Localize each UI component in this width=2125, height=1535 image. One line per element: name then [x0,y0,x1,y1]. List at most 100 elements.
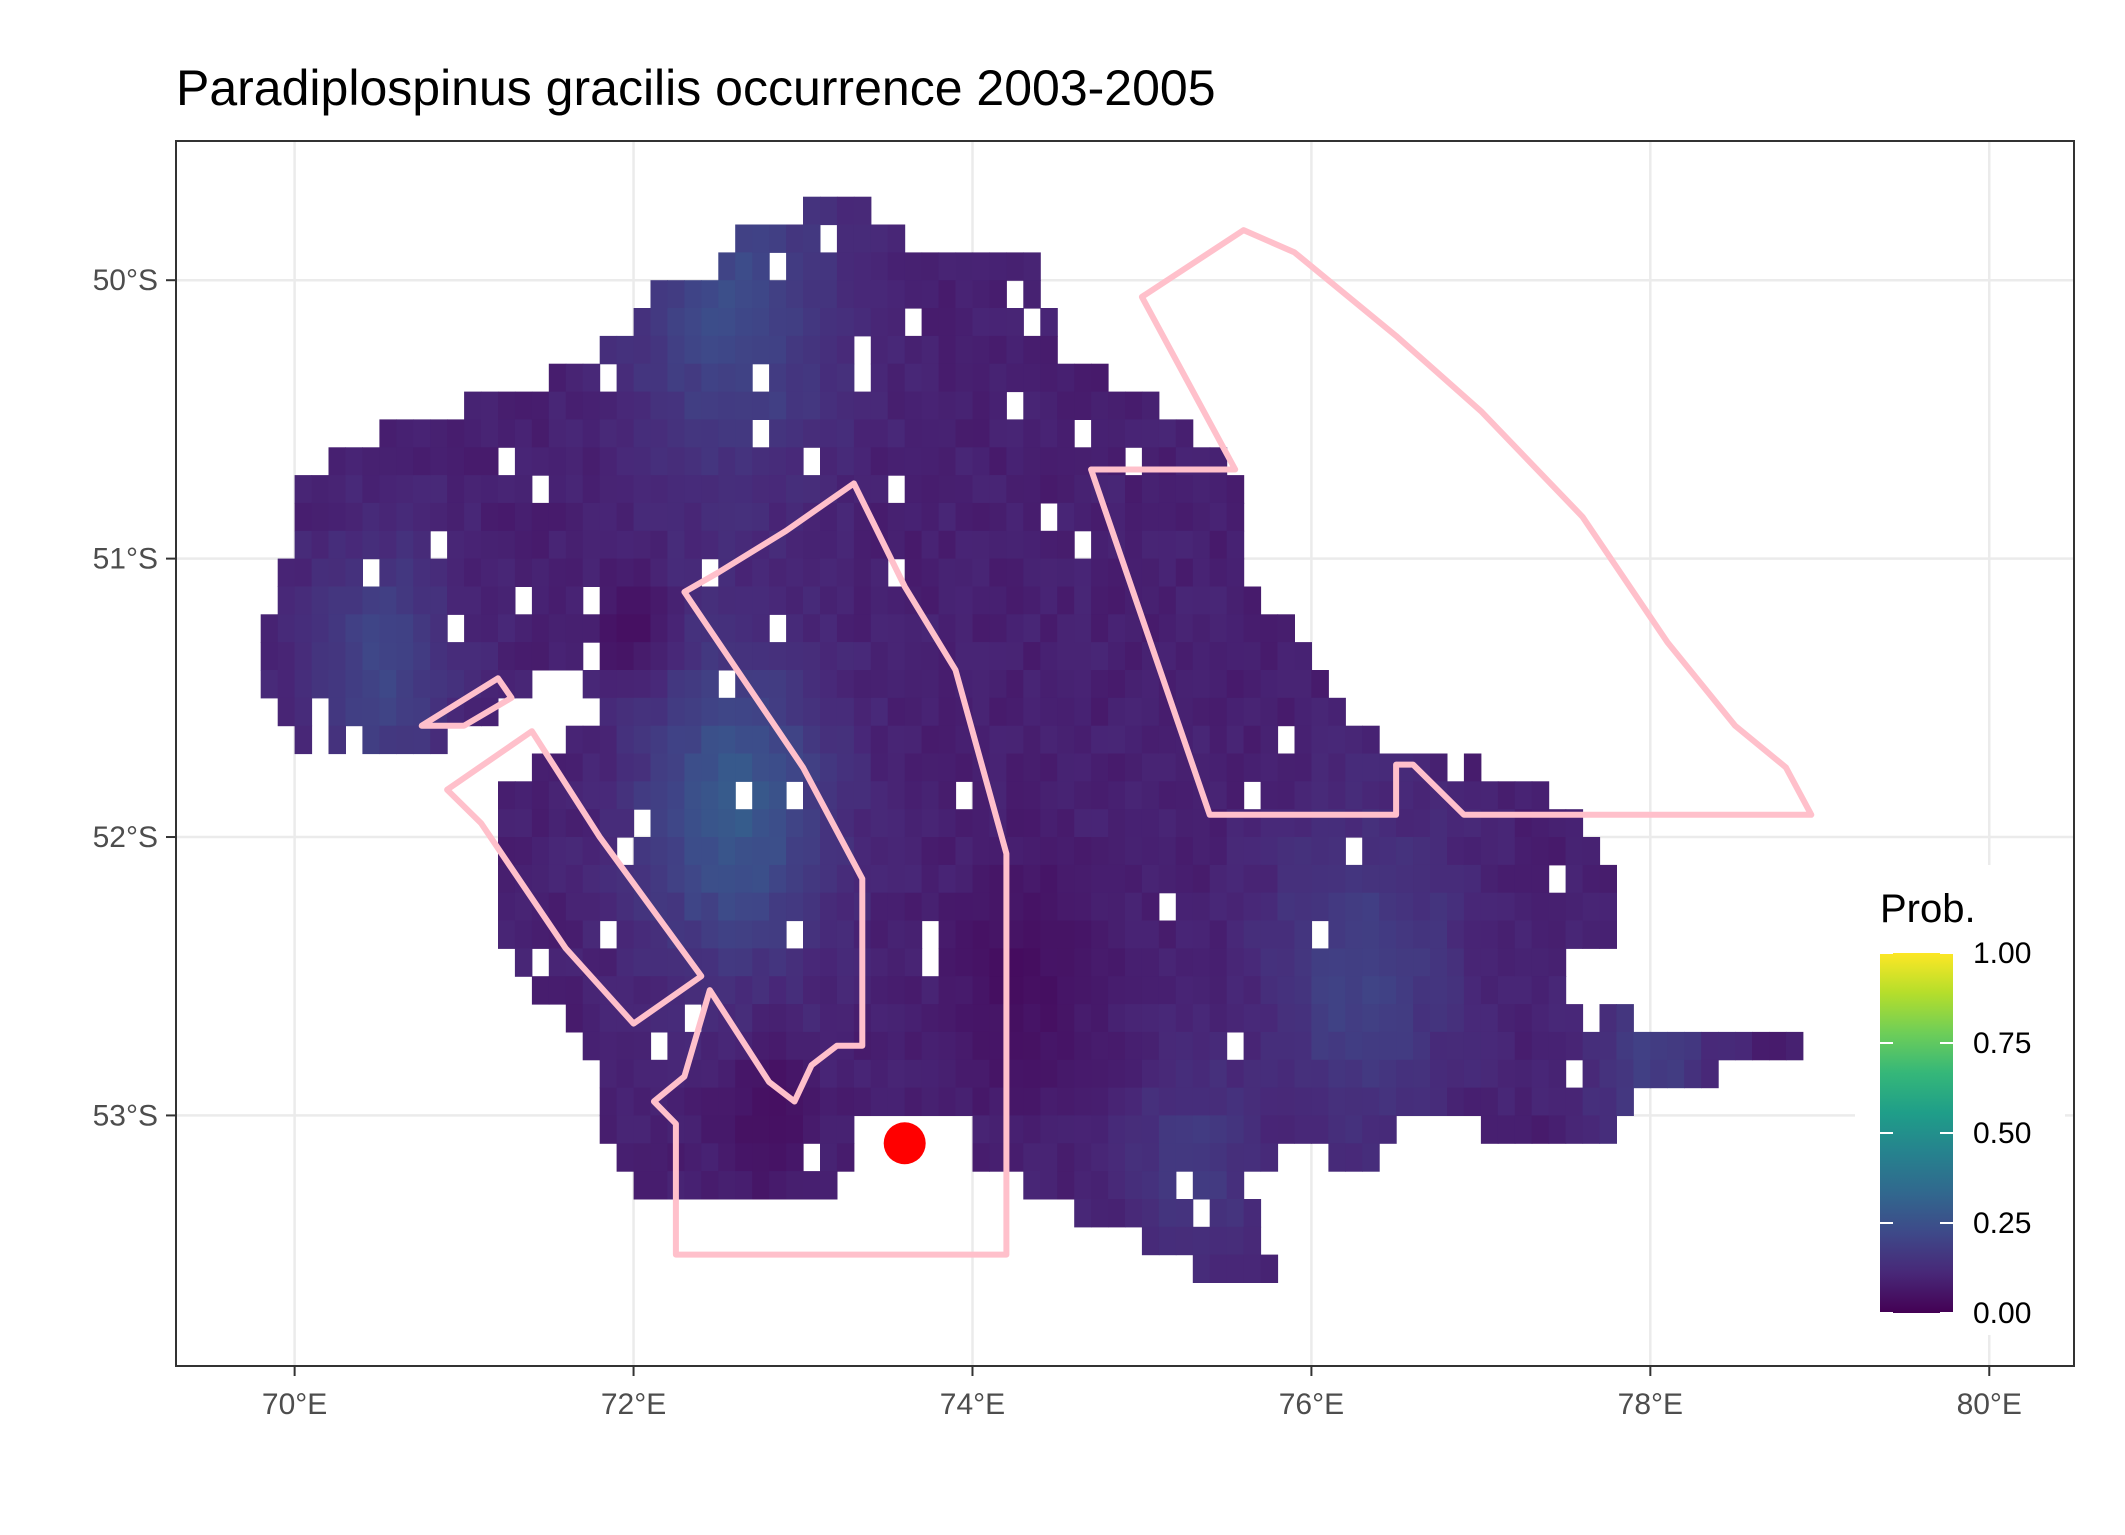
raster-cell [1243,1143,1262,1172]
raster-cell [1209,586,1228,615]
raster-cell [1125,864,1143,894]
raster-cell [582,614,601,643]
raster-cell [548,363,567,393]
raster-cell [1023,419,1041,448]
x-tick-label: 70°E [262,1388,327,1421]
raster-cell [836,809,855,838]
raster-cell [1091,809,1109,838]
raster-cell [1192,697,1211,727]
raster-cell [904,475,923,504]
raster-cell [955,920,973,949]
raster-cell [887,1031,906,1061]
raster-cell [1362,753,1380,782]
raster-cell [1430,837,1448,866]
raster-cell [1091,1143,1109,1172]
raster-cell [836,280,855,309]
raster-cell [396,614,414,643]
raster-cell [887,725,906,755]
raster-cell [786,976,804,1005]
raster-cell [616,642,635,671]
raster-cell [718,920,736,949]
raster-cell [938,809,957,838]
raster-cell [803,196,821,226]
raster-cell [1023,475,1041,504]
raster-cell [1057,1143,1075,1172]
raster-cell [616,1087,635,1116]
raster-cell [803,864,821,894]
raster-cell [989,586,1007,615]
raster-cell [701,697,719,727]
raster-cell [633,447,652,476]
raster-cell [1108,725,1126,755]
raster-cell [1108,1059,1126,1089]
raster-cell [1040,614,1058,643]
raster-cell [599,530,618,560]
raster-cell [599,614,618,643]
raster-cell [735,419,753,448]
raster-cell [684,614,702,643]
raster-cell [1057,1004,1075,1033]
raster-cell [1599,892,1617,922]
raster-cell [1141,725,1160,755]
raster-cell [887,976,906,1005]
raster-cell [701,920,719,949]
raster-cell [1023,447,1041,476]
raster-cell [1243,1199,1262,1228]
raster-cell [955,837,973,866]
raster-cell [1345,1143,1363,1172]
raster-cell [921,781,940,810]
raster-cell [1311,1059,1329,1089]
raster-cell [887,586,906,615]
raster-cell [565,419,584,448]
x-tick-label: 80°E [1957,1388,2022,1421]
raster-cell [803,1087,821,1116]
raster-cell [565,976,584,1005]
raster-cell [803,1004,821,1033]
raster-cell [1243,670,1262,699]
raster-cell [921,892,940,922]
raster-cell [650,1115,668,1144]
raster-cell [633,753,652,782]
raster-cell [1006,447,1024,476]
raster-cell [803,642,821,671]
raster-cell [1396,920,1414,949]
raster-cell [1345,781,1363,810]
raster-cell [1125,642,1143,671]
raster-cell [1531,892,1550,922]
raster-cell [1463,753,1482,782]
raster-cell [820,335,838,365]
raster-cell [667,335,685,365]
raster-cell [1091,670,1109,699]
raster-cell [1192,475,1211,504]
raster-cell [1447,892,1465,922]
raster-cell [1158,1143,1177,1172]
raster-cell [752,586,770,615]
raster-cell [938,864,957,894]
raster-cell [548,642,567,671]
raster-cell [972,614,990,643]
raster-cell [1192,1087,1211,1116]
raster-cell [1243,586,1262,615]
raster-cell [989,753,1007,782]
raster-cell [938,948,957,977]
raster-cell [633,725,652,755]
raster-cell [1040,1143,1058,1172]
raster-cell [735,308,753,337]
raster-cell [1480,1059,1499,1089]
raster-cell [1040,1031,1058,1061]
raster-cell [1006,308,1024,337]
raster-cell [921,725,940,755]
raster-cell [1023,809,1041,838]
raster-cell [667,502,685,532]
raster-cell [616,363,635,393]
raster-cell [1006,586,1024,615]
raster-cell [514,419,533,448]
raster-cell [1209,725,1228,755]
raster-cell [362,697,380,727]
raster-cell [1565,1031,1584,1061]
raster-cell [938,502,957,532]
raster-cell [1277,1031,1295,1061]
raster-cell [938,252,957,281]
raster-cell [989,1115,1007,1144]
raster-cell [1650,1031,1668,1061]
